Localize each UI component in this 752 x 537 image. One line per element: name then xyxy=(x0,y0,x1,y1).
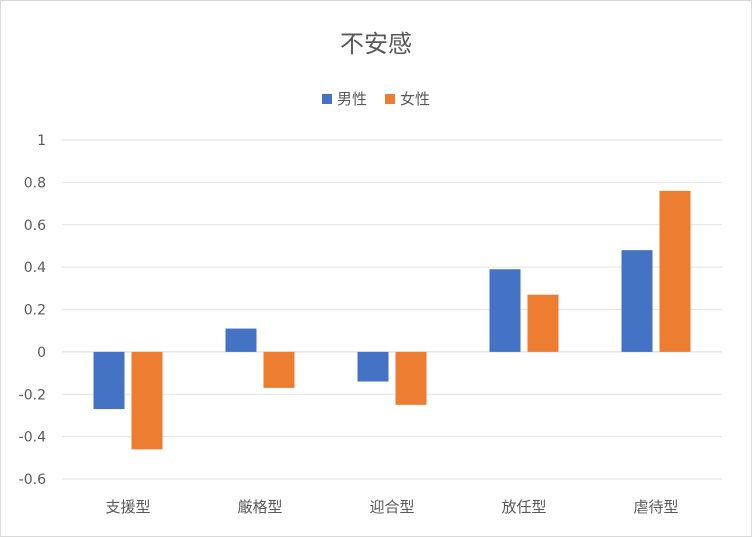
x-category-label: 放任型 xyxy=(501,498,546,516)
legend-label-male: 男性 xyxy=(336,90,367,108)
y-tick-label: -0.6 xyxy=(19,472,46,488)
bar-male xyxy=(489,269,521,352)
x-category-label: 虐待型 xyxy=(633,498,678,516)
bar-male xyxy=(225,328,257,352)
y-tick-label: 1 xyxy=(37,133,46,149)
y-tick-label: 0.4 xyxy=(24,260,46,276)
y-tick-label: 0 xyxy=(37,345,46,361)
x-category-label: 支援型 xyxy=(105,498,150,516)
bar-male xyxy=(621,250,653,352)
legend-swatch-male xyxy=(321,93,332,104)
legend: 男性 女性 xyxy=(0,88,752,109)
legend-label-female: 女性 xyxy=(400,90,431,108)
bar-female xyxy=(131,351,163,450)
y-tick-label: 0.2 xyxy=(24,303,46,319)
bar-female xyxy=(395,351,427,405)
x-category-label: 厳格型 xyxy=(237,498,282,516)
y-tick-label: 0.8 xyxy=(24,175,46,191)
bar-female xyxy=(659,190,691,352)
legend-item-male: 男性 xyxy=(321,88,367,109)
y-tick-label: 0.6 xyxy=(24,218,46,234)
bar-female xyxy=(263,351,295,388)
bar-female xyxy=(527,294,559,352)
x-category-label: 迎合型 xyxy=(369,498,414,516)
legend-item-female: 女性 xyxy=(385,88,430,109)
y-tick-label: -0.2 xyxy=(19,387,46,403)
bar-male xyxy=(357,351,389,382)
y-tick-label: -0.4 xyxy=(19,430,46,446)
bar-male xyxy=(93,351,125,410)
chart-title: 不安感 xyxy=(340,30,412,58)
legend-swatch-female xyxy=(385,93,395,104)
